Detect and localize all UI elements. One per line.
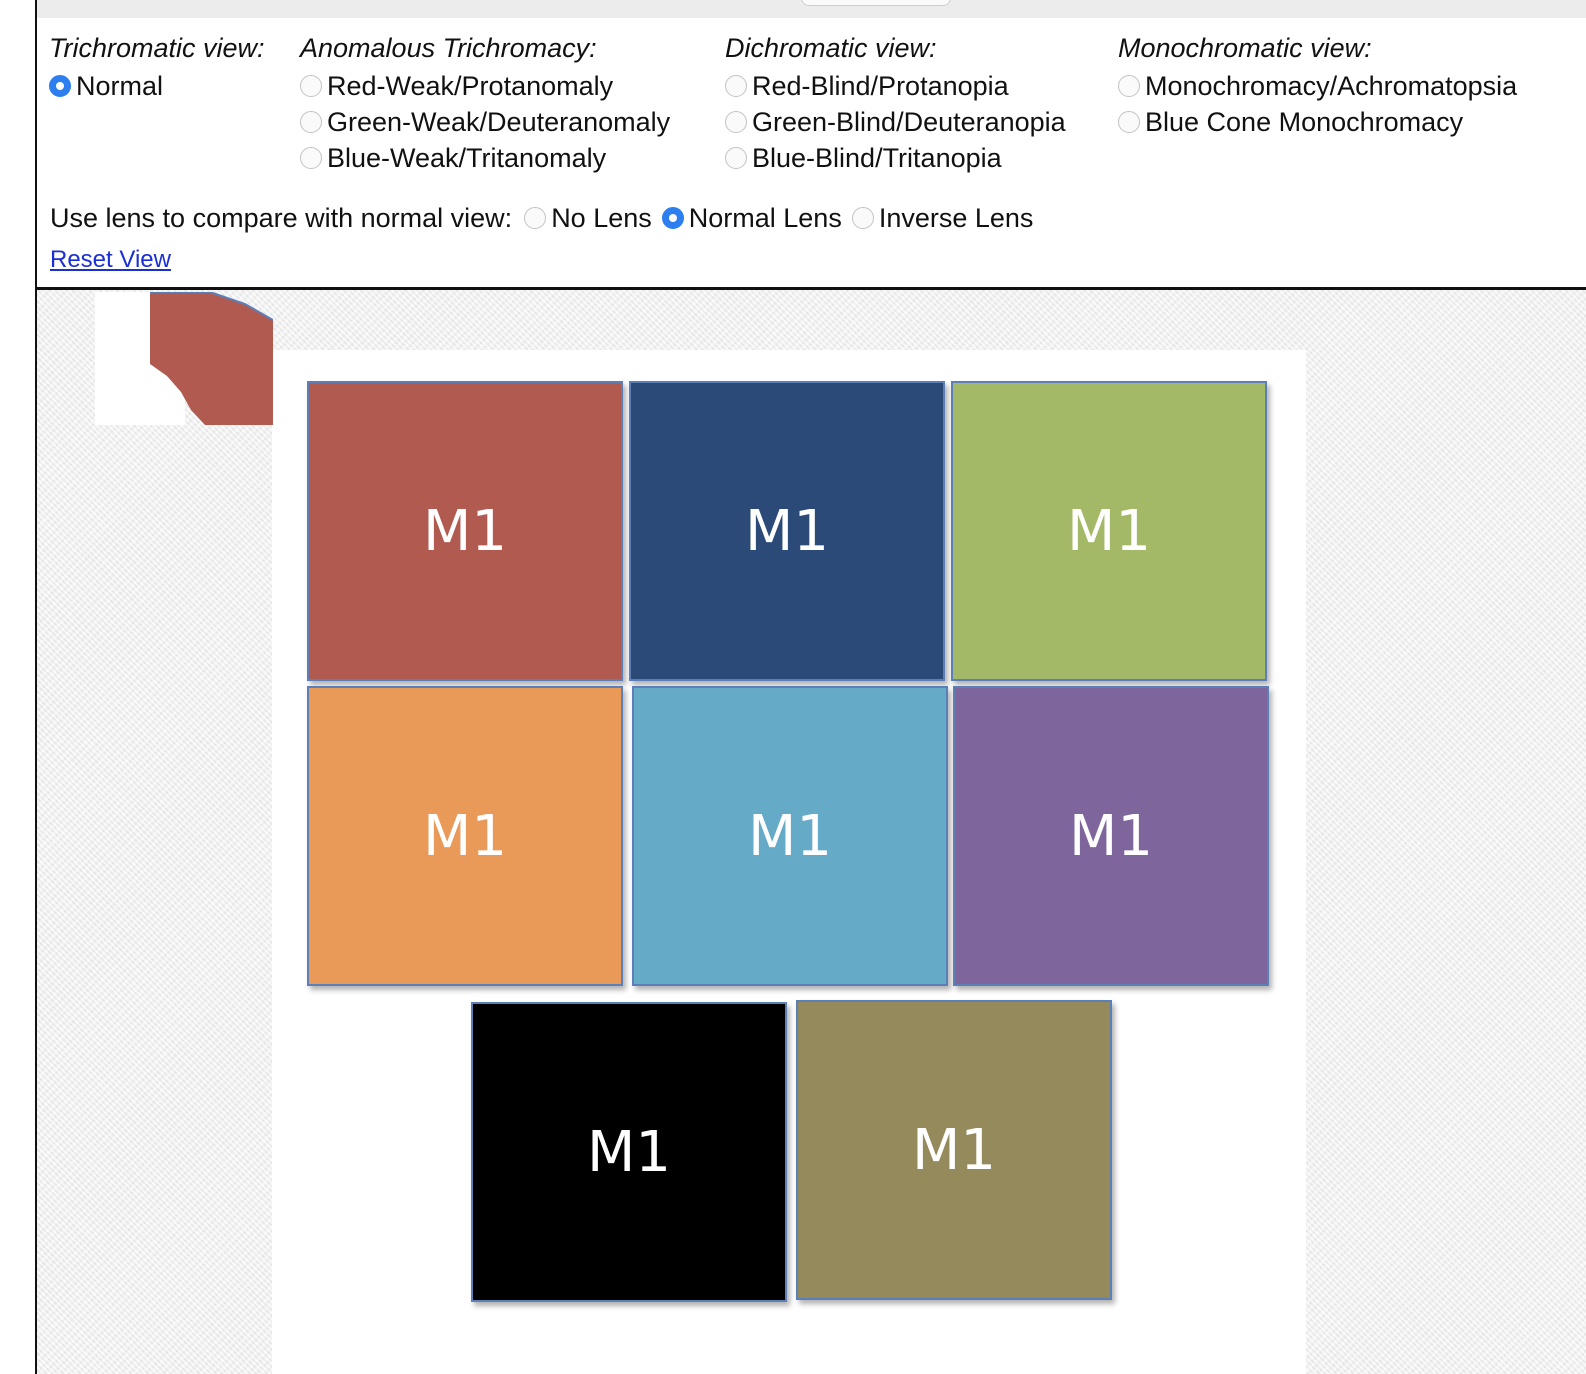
option-achromatopsia[interactable]: Monochromacy/Achromatopsia xyxy=(1118,68,1517,104)
option-label: No Lens xyxy=(551,202,652,233)
radio-normal[interactable] xyxy=(49,75,71,97)
radio-protanomaly[interactable] xyxy=(300,75,322,97)
option-protanomaly[interactable]: Red-Weak/Protanomaly xyxy=(300,68,670,104)
radio-deuteranopia[interactable] xyxy=(725,111,747,133)
monochromatic-heading: Monochromatic view: xyxy=(1118,33,1372,63)
anomalous-heading: Anomalous Trichromacy: xyxy=(300,33,597,63)
radio-inverse-lens[interactable] xyxy=(851,207,874,229)
option-no-lens[interactable]: No Lens xyxy=(524,200,652,236)
option-tritanomaly[interactable]: Blue-Weak/Tritanomaly xyxy=(300,140,670,176)
option-label: Inverse Lens xyxy=(878,202,1034,233)
tile-label: M1 xyxy=(1069,803,1153,869)
radio-achromatopsia[interactable] xyxy=(1118,75,1140,97)
radio-normal-lens[interactable] xyxy=(661,207,684,229)
option-label: Blue Cone Monochromacy xyxy=(1145,106,1464,137)
dichromatic-column: Dichromatic view: Red-Blind/Protanopia G… xyxy=(725,32,1066,176)
anomalous-column: Anomalous Trichromacy: Red-Weak/Protanom… xyxy=(300,32,670,176)
option-label: Green-Blind/Deuteranopia xyxy=(752,106,1066,137)
option-label: Normal xyxy=(76,70,164,101)
lens-label: Use lens to compare with normal view: xyxy=(50,202,513,233)
monochromatic-column: Monochromatic view: Monochromacy/Achroma… xyxy=(1118,32,1517,140)
tile-label: M1 xyxy=(423,498,507,564)
color-tile-olive: M1 xyxy=(796,1000,1112,1300)
radio-blue-cone-monochromacy[interactable] xyxy=(1118,111,1140,133)
color-tile-navy: M1 xyxy=(629,381,945,681)
dichromatic-heading: Dichromatic view: xyxy=(725,33,937,63)
option-normal-lens[interactable]: Normal Lens xyxy=(661,200,842,236)
tile-label: M1 xyxy=(1067,498,1151,564)
trichromatic-heading: Trichromatic view: xyxy=(49,33,265,63)
color-tile-orange: M1 xyxy=(307,686,623,986)
color-tile-red: M1 xyxy=(307,381,623,681)
left-border xyxy=(35,0,37,1374)
lens-fragment xyxy=(95,292,273,425)
tile-label: M1 xyxy=(423,803,507,869)
option-protanopia[interactable]: Red-Blind/Protanopia xyxy=(725,68,1066,104)
radio-deuteranomaly[interactable] xyxy=(300,111,322,133)
tile-label: M1 xyxy=(745,498,829,564)
option-label: Blue-Weak/Tritanomaly xyxy=(327,142,607,173)
radio-no-lens[interactable] xyxy=(524,207,547,229)
option-label: Monochromacy/Achromatopsia xyxy=(1145,70,1518,101)
color-tile-green: M1 xyxy=(951,381,1267,681)
option-label: Red-Weak/Protanomaly xyxy=(327,70,614,101)
option-label: Normal Lens xyxy=(688,202,842,233)
option-deuteranomaly[interactable]: Green-Weak/Deuteranomaly xyxy=(300,104,670,140)
view-options-panel: Trichromatic view: Normal Anomalous Tric… xyxy=(37,18,1586,288)
tile-label: M1 xyxy=(748,803,832,869)
radio-tritanomaly[interactable] xyxy=(300,147,322,169)
color-tile-black: M1 xyxy=(471,1002,787,1302)
option-label: Blue-Blind/Tritanopia xyxy=(752,142,1002,173)
top-toolbar-strip xyxy=(37,0,1586,18)
color-tile-light-blue: M1 xyxy=(632,686,948,986)
reset-view-link[interactable]: Reset View xyxy=(50,246,171,273)
option-label: Green-Weak/Deuteranomaly xyxy=(327,106,671,137)
lens-selector: Use lens to compare with normal view: No… xyxy=(50,200,1043,236)
option-normal[interactable]: Normal xyxy=(49,68,265,104)
option-inverse-lens[interactable]: Inverse Lens xyxy=(851,200,1034,236)
option-tritanopia[interactable]: Blue-Blind/Tritanopia xyxy=(725,140,1066,176)
tile-label: M1 xyxy=(912,1117,996,1183)
trichromatic-column: Trichromatic view: Normal xyxy=(49,32,265,104)
toolbar-button[interactable] xyxy=(801,0,951,6)
option-label: Red-Blind/Protanopia xyxy=(752,70,1009,101)
option-blue-cone-monochromacy[interactable]: Blue Cone Monochromacy xyxy=(1118,104,1517,140)
option-deuteranopia[interactable]: Green-Blind/Deuteranopia xyxy=(725,104,1066,140)
radio-tritanopia[interactable] xyxy=(725,147,747,169)
color-tile-purple: M1 xyxy=(953,686,1269,986)
tile-label: M1 xyxy=(587,1119,671,1185)
radio-protanopia[interactable] xyxy=(725,75,747,97)
panel-divider xyxy=(37,287,1586,290)
